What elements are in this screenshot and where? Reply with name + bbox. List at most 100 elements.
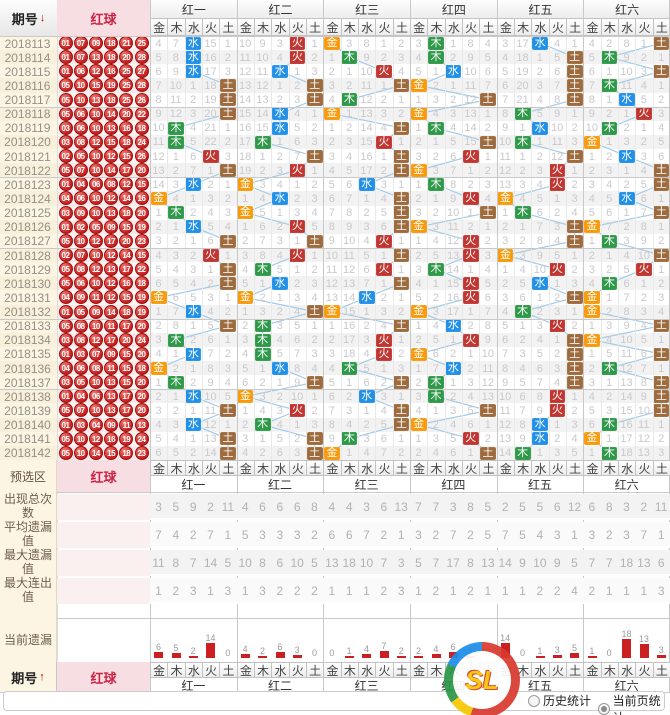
miss-count: 6 bbox=[502, 79, 509, 92]
miss-count: 2 bbox=[588, 362, 595, 375]
miss-count: 6 bbox=[658, 150, 665, 163]
miss-count: 6 bbox=[588, 419, 595, 432]
miss-count: 6 bbox=[294, 136, 301, 149]
miss-count: 1 bbox=[172, 348, 179, 361]
miss-count: 5 bbox=[242, 277, 249, 290]
miss-count: 3 bbox=[363, 334, 370, 347]
miss-count: 5 bbox=[380, 419, 387, 432]
miss-count: 12 bbox=[447, 235, 460, 248]
miss-count: 1 bbox=[606, 94, 613, 107]
miss-count: 11 bbox=[499, 150, 511, 163]
period-cell: 2018116 bbox=[4, 78, 51, 93]
miss-count: 18 bbox=[239, 150, 252, 163]
red-ball: 03 bbox=[58, 332, 73, 347]
miss-count: 9 bbox=[502, 122, 509, 135]
miss-count: 1 bbox=[658, 334, 665, 347]
miss-count: 3 bbox=[536, 79, 543, 92]
element-block: 水 bbox=[185, 305, 202, 319]
radio-history-icon[interactable] bbox=[528, 694, 540, 707]
miss-count: 14 bbox=[152, 178, 165, 191]
miss-count: 2 bbox=[398, 306, 405, 319]
element-header-cell: 水 bbox=[271, 662, 289, 678]
miss-count: 8 bbox=[363, 37, 370, 50]
red-ball: 09 bbox=[73, 290, 88, 305]
miss-count: 4 bbox=[155, 37, 162, 50]
stat-value: 6 bbox=[276, 556, 284, 570]
miss-count: 2 bbox=[155, 390, 162, 403]
element-block: 土 bbox=[220, 319, 236, 333]
period-cell: 2018122 bbox=[4, 163, 51, 178]
miss-count: 2 bbox=[571, 320, 578, 333]
element-block: 土 bbox=[653, 347, 670, 361]
miss-count: 6 bbox=[484, 291, 491, 304]
element-block: 水 bbox=[618, 192, 635, 206]
stat-value: 1 bbox=[363, 584, 370, 598]
miss-count: 10 bbox=[204, 390, 217, 403]
radio-currentpage-icon[interactable] bbox=[598, 703, 610, 715]
stat-value: 10 bbox=[533, 556, 547, 570]
element-header-cell: 水 bbox=[531, 662, 549, 678]
miss-count: 2 bbox=[398, 447, 405, 460]
miss-count: 7 bbox=[640, 207, 647, 220]
miss-count: 2 bbox=[415, 136, 422, 149]
miss-count: 3 bbox=[172, 249, 179, 262]
miss-count: 3 bbox=[259, 390, 266, 403]
red-ball-column-header: 红球 bbox=[57, 0, 150, 37]
miss-count: 2 bbox=[432, 150, 439, 163]
miss-count: 1 bbox=[346, 447, 353, 460]
element-header-cell: 火 bbox=[202, 460, 220, 476]
element-block: 土 bbox=[566, 347, 583, 361]
element-block: 金 bbox=[237, 291, 254, 305]
element-block: 金 bbox=[410, 79, 427, 93]
miss-count: 12 bbox=[204, 419, 217, 432]
miss-count: 5 bbox=[415, 65, 422, 78]
miss-count: 14 bbox=[204, 447, 217, 460]
element-block: 火 bbox=[376, 64, 392, 78]
current-miss-bar bbox=[431, 653, 441, 658]
miss-count: 3 bbox=[432, 94, 439, 107]
element-block: 土 bbox=[220, 234, 236, 248]
radio-currentpage-stats[interactable]: 当前页统计 bbox=[598, 692, 670, 715]
element-block: 水 bbox=[532, 432, 548, 446]
red-ball: 09 bbox=[88, 304, 103, 319]
radio-history-stats[interactable]: 历史统计 bbox=[528, 692, 591, 709]
element-block: 木 bbox=[601, 276, 618, 290]
element-header-cell: 金 bbox=[410, 662, 428, 678]
red-ball: 20 bbox=[134, 205, 149, 220]
miss-count: 4 bbox=[276, 419, 283, 432]
stat-value: 3 bbox=[657, 584, 665, 598]
period-cell: 2018124 bbox=[4, 191, 51, 206]
red-ball: 05 bbox=[58, 78, 73, 93]
red-ball: 08 bbox=[73, 134, 88, 149]
element-header-cell: 火 bbox=[462, 460, 480, 476]
red-ball: 20 bbox=[119, 332, 134, 347]
miss-count: 4 bbox=[484, 192, 491, 205]
element-block: 水 bbox=[445, 361, 462, 375]
miss-count: 3 bbox=[554, 306, 561, 319]
miss-count: 1 bbox=[363, 192, 370, 205]
period-column-header[interactable]: 期号 ↓ bbox=[0, 0, 58, 37]
red-ball: 10 bbox=[88, 120, 103, 135]
miss-count: 2 bbox=[623, 178, 630, 191]
miss-count: 1 bbox=[398, 433, 405, 446]
footer-group-header: 金木水火土金木水火土金木水火土金木水火土金木水火土金木水火土红一红二红三红四红五… bbox=[150, 662, 670, 693]
miss-count: 14 bbox=[360, 122, 373, 135]
miss-count: 1 bbox=[415, 362, 422, 375]
red-ball: 18 bbox=[119, 445, 134, 460]
miss-count: 18 bbox=[516, 51, 529, 64]
miss-count: 8 bbox=[346, 207, 353, 220]
miss-count: 3 bbox=[190, 108, 197, 121]
miss-count: 11 bbox=[447, 221, 459, 234]
miss-count: 2 bbox=[294, 433, 301, 446]
current-miss-value: 0 bbox=[329, 648, 335, 658]
element-header-cell: 水 bbox=[618, 662, 636, 678]
footer-period-header[interactable]: 期号 ↑ bbox=[0, 662, 57, 692]
miss-count: 3 bbox=[623, 235, 630, 248]
miss-count: 3 bbox=[432, 433, 439, 446]
stat-value: 4 bbox=[241, 500, 249, 514]
miss-count: 4 bbox=[519, 192, 526, 205]
miss-count: 5 bbox=[467, 404, 474, 417]
miss-count: 2 bbox=[415, 447, 422, 460]
miss-count: 6 bbox=[536, 362, 543, 375]
miss-count: 2 bbox=[363, 320, 370, 333]
